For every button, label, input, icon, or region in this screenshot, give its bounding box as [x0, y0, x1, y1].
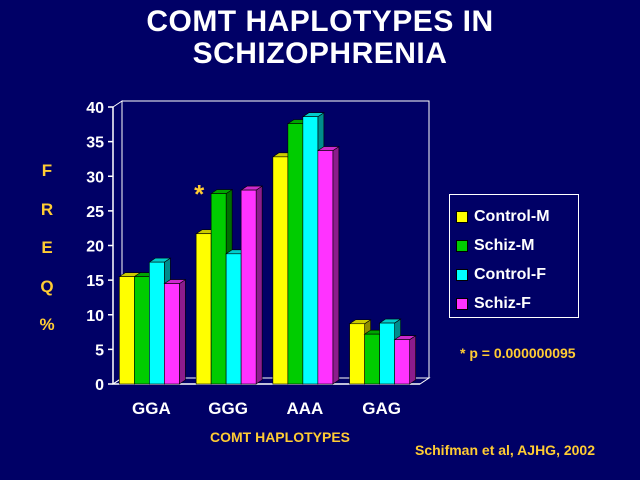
y-label-letter: F [41, 161, 53, 180]
bar-control-m [195, 233, 212, 385]
y-tick-label: 5 [95, 342, 104, 359]
bar-schiz-m [134, 276, 150, 385]
title-line-1: COMT HAPLOTYPES IN [146, 5, 494, 38]
citation: Schifman et al, AJHG, 2002 [415, 442, 595, 458]
y-tick-label: 15 [86, 273, 104, 290]
y-tick-label: 0 [95, 377, 104, 394]
y-tick-label: 40 [86, 100, 104, 117]
bar-control-f [302, 116, 319, 385]
y-tick-label: 10 [86, 308, 104, 325]
bar-schiz-f [240, 189, 257, 385]
bar-control-f [149, 261, 165, 385]
legend-item: Control-M [456, 202, 578, 231]
significance-star: * [194, 179, 205, 209]
bar-control-m [349, 323, 365, 385]
bar-control-m [272, 156, 289, 385]
y-tick-label: 20 [86, 239, 104, 256]
bar-schiz-f [394, 339, 410, 385]
x-tick-label: GGA [132, 399, 171, 418]
legend-swatch-control-f [456, 268, 468, 281]
bar-schiz-m [364, 333, 380, 385]
legend-swatch-schiz-f [456, 297, 468, 310]
legend-label: Schiz-F [474, 294, 531, 312]
bar-side-schiz-f [179, 279, 186, 385]
legend-item: Control-F [456, 260, 578, 289]
y-tick-label: 35 [86, 135, 104, 152]
bar-side-schiz-f [332, 146, 340, 385]
y-label-letter: % [39, 315, 55, 334]
bar-control-f [379, 322, 395, 385]
y-label-letter: Q [40, 276, 54, 296]
legend-swatch-schiz-m [456, 239, 468, 252]
bar-schiz-f [317, 150, 334, 385]
legend-item: Schiz-F [456, 289, 578, 318]
bar-control-f [225, 253, 242, 385]
y-axis-label: F R E Q % [30, 155, 64, 348]
bar-control-m [119, 276, 135, 385]
title-line-2: SCHIZOPHRENIA [192, 37, 448, 70]
p-value-note: * p = 0.000000095 [460, 345, 576, 361]
legend-label: Schiz-M [474, 236, 535, 254]
y-label-letter: E [41, 238, 53, 257]
bar-side-schiz-f [255, 185, 263, 385]
legend: Control-M Schiz-M Control-F Schiz-F [449, 194, 579, 318]
bar-schiz-f [164, 283, 180, 385]
legend-item: Schiz-M [456, 231, 578, 260]
legend-label: Control-F [474, 265, 546, 283]
legend-swatch-control-m [456, 210, 468, 223]
bar-side-schiz-f [409, 335, 416, 385]
chart-title: COMT HAPLOTYPES IN SCHIZOPHRENIA [0, 6, 640, 70]
legend-label: Control-M [474, 207, 550, 225]
y-tick-label: 25 [86, 204, 104, 221]
y-label-letter: R [40, 199, 54, 219]
x-tick-label: AAA [286, 399, 323, 418]
x-tick-label: GGG [208, 399, 248, 418]
y-tick-label: 30 [86, 169, 104, 186]
x-axis-title: COMT HAPLOTYPES [209, 429, 350, 445]
bar-schiz-m [287, 123, 304, 385]
bar-schiz-m [210, 193, 227, 385]
x-tick-label: GAG [362, 399, 401, 418]
